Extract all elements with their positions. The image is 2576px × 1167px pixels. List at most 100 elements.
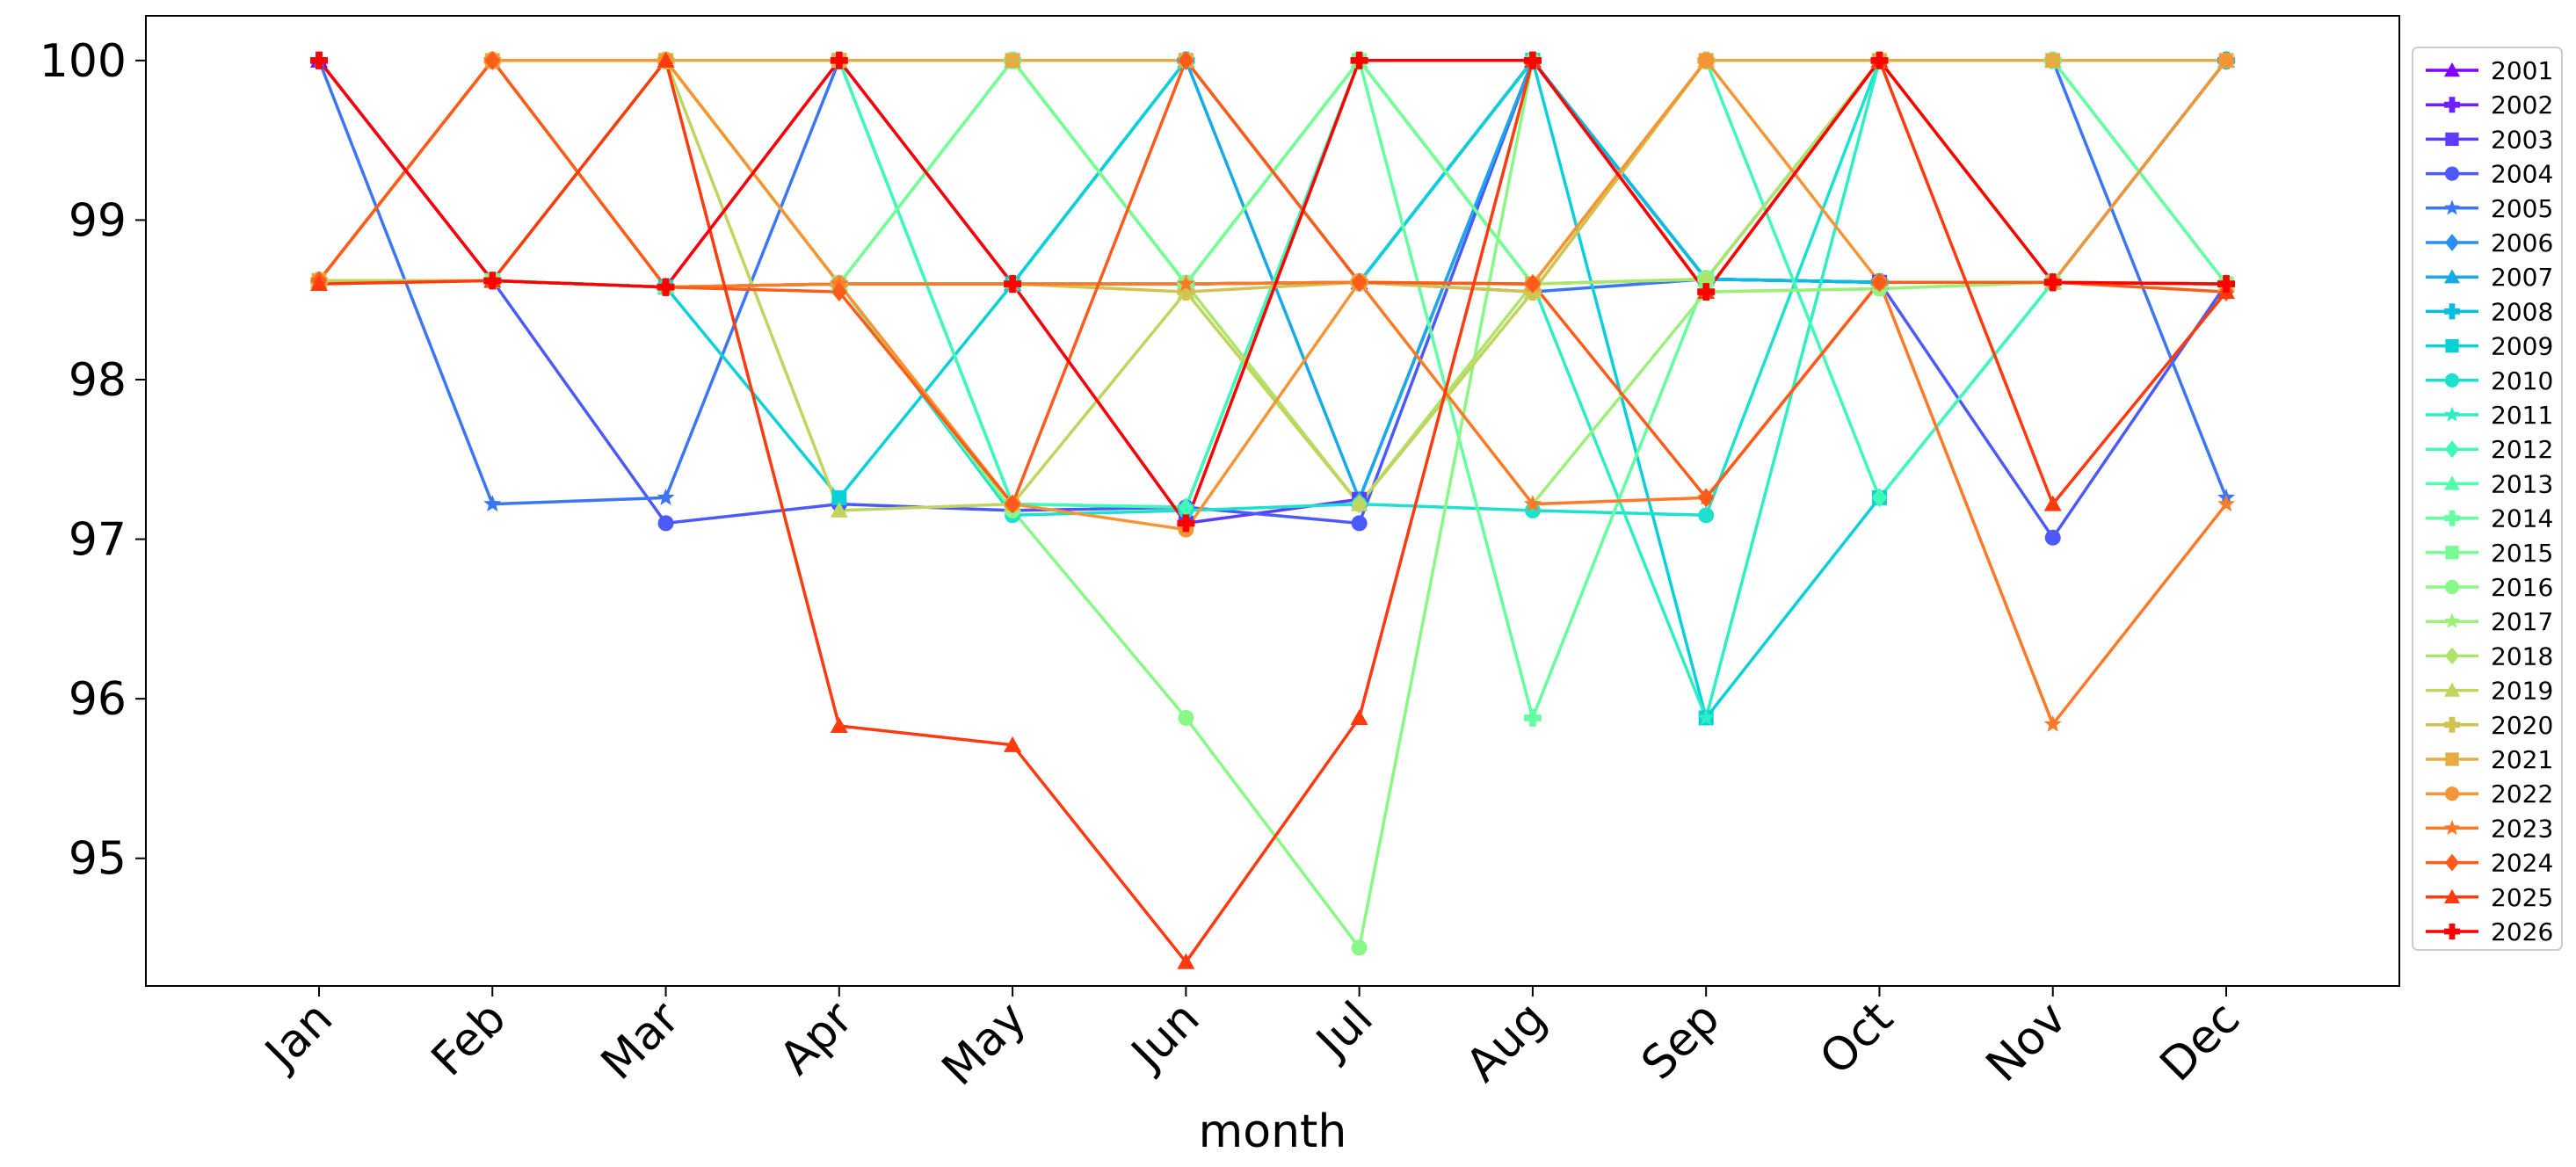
series-line-2011 <box>319 59 2227 720</box>
legend-item-2015: 2015 <box>2426 539 2553 568</box>
legend-item-2021: 2021 <box>2426 745 2553 774</box>
legend-label: 2003 <box>2491 125 2553 154</box>
legend: 2001 2002 2003 2004 2005 2006 2007 2008 2009 2010… <box>2412 47 2563 951</box>
legend-item-2020: 2020 <box>2426 711 2553 740</box>
data-point-2026-nov <box>2043 273 2062 292</box>
legend-item-2005: 2005 <box>2426 194 2553 223</box>
x-tick-label-mar: Mar <box>591 991 690 1090</box>
legend-marker-triangle <box>2444 269 2460 284</box>
legend-label: 2017 <box>2491 607 2553 636</box>
data-point-2019-jul <box>1350 495 1368 511</box>
data-point-2026-dec <box>2217 275 2235 294</box>
x-axis-title: month <box>1199 1105 1347 1158</box>
legend-marker-square <box>2445 132 2459 147</box>
data-point-2020-jun <box>1177 283 1195 301</box>
data-point-2021-nov <box>2045 53 2061 69</box>
legend-label: 2005 <box>2491 194 2553 223</box>
data-point-2023-jun <box>1177 274 1195 292</box>
legend-item-2017: 2017 <box>2426 607 2553 636</box>
legend-label: 2015 <box>2491 539 2553 568</box>
series-points-2004 <box>311 52 2234 546</box>
y-tick-label: 96 <box>69 673 127 726</box>
legend-item-2010: 2010 <box>2426 366 2553 395</box>
x-tick-label-may: May <box>932 992 1036 1096</box>
x-tick-label-jan: Jan <box>254 992 343 1081</box>
data-point-2021-may <box>1005 53 1020 69</box>
legend-item-2007: 2007 <box>2426 263 2553 292</box>
legend-item-2009: 2009 <box>2426 332 2553 361</box>
data-point-2004-jul <box>1351 515 1368 532</box>
data-point-2025-nov <box>2043 495 2062 511</box>
legend-item-2024: 2024 <box>2426 849 2553 878</box>
data-point-2012-jun <box>1178 497 1194 518</box>
series-line-2025 <box>318 59 2228 964</box>
legend-marker-triangle <box>2444 682 2460 697</box>
legend-item-2022: 2022 <box>2426 779 2553 808</box>
x-tick-label-nov: Nov <box>1977 992 2077 1092</box>
legend-item-2013: 2013 <box>2426 469 2553 498</box>
series-markers <box>310 50 2235 969</box>
legend-item-2011: 2011 <box>2426 401 2553 430</box>
legend-marker-square <box>2445 546 2459 560</box>
x-axis: Jan Feb Mar Apr May Jun Jul Aug Sep Oct Nov Dec <box>254 986 2250 1096</box>
legend-item-2023: 2023 <box>2426 814 2553 843</box>
legend-item-2001: 2001 <box>2426 56 2553 85</box>
legend-label: 2024 <box>2491 849 2553 878</box>
data-point-2023-dec <box>2217 495 2235 512</box>
legend-label: 2014 <box>2491 504 2553 533</box>
series-line-2026 <box>317 59 2227 526</box>
data-point-2025-apr <box>830 717 848 734</box>
series-line-2014 <box>319 59 2228 720</box>
legend-marker-triangle <box>2444 475 2460 490</box>
data-point-2026-feb <box>483 272 502 290</box>
x-tick-label-sep: Sep <box>1632 992 1731 1091</box>
y-tick-label: 100 <box>40 35 127 88</box>
series-points-2014 <box>310 51 2235 727</box>
x-tick-label-oct: Oct <box>1810 992 1904 1085</box>
data-point-2025-jun <box>1177 953 1195 969</box>
legend-marker-square <box>2445 752 2459 766</box>
legend-label: 2013 <box>2491 469 2553 498</box>
y-axis: 95 96 97 98 99 100 <box>40 35 146 886</box>
x-tick-label-jun: Jun <box>1121 992 1210 1082</box>
legend-marker-star <box>2444 199 2460 215</box>
data-point-2024-sep <box>1698 488 1715 508</box>
x-tick-label-dec: Dec <box>2151 992 2251 1092</box>
series-line-2009 <box>319 59 2227 720</box>
data-point-2024-aug <box>1524 274 1541 294</box>
data-point-2025-may <box>1004 736 1022 752</box>
legend-label: 2025 <box>2491 883 2553 912</box>
legend-marker-triangle <box>2444 888 2460 903</box>
data-point-2012-oct <box>1871 488 1888 508</box>
series-line-2004 <box>319 59 2228 540</box>
legend-marker-plus <box>2444 716 2460 733</box>
legend-label: 2026 <box>2491 917 2553 946</box>
legend-label: 2016 <box>2491 573 2553 602</box>
data-point-2009-apr <box>831 489 847 505</box>
legend-label: 2002 <box>2491 91 2553 120</box>
legend-marker-plus <box>2444 510 2460 526</box>
data-point-2026-mar <box>657 278 675 296</box>
data-point-2024-apr <box>831 282 847 302</box>
series-line-2024 <box>317 59 2227 506</box>
legend-label: 2019 <box>2491 677 2553 706</box>
data-point-2005-mar <box>657 488 675 505</box>
legend-item-2018: 2018 <box>2426 641 2553 670</box>
legend-marker-circle <box>2444 786 2460 801</box>
legend-marker-diamond <box>2444 853 2460 872</box>
x-tick-label-aug: Aug <box>1456 992 1556 1092</box>
data-point-2026-apr <box>830 51 848 69</box>
data-point-2014-aug <box>1523 708 1542 727</box>
x-tick-label-feb: Feb <box>422 992 517 1087</box>
data-point-2004-mar <box>657 515 674 532</box>
series-line-2016 <box>319 59 2227 950</box>
data-point-2016-jul <box>1351 939 1368 956</box>
y-tick-label: 99 <box>69 194 127 247</box>
legend-label: 2010 <box>2491 366 2553 395</box>
legend-label: 2008 <box>2491 297 2553 326</box>
data-point-2024-jun <box>1178 50 1194 70</box>
legend-marker-diamond <box>2444 647 2460 665</box>
series-points-2023 <box>310 51 2235 732</box>
legend-label: 2006 <box>2491 228 2553 257</box>
data-point-2026-may <box>1004 275 1022 294</box>
